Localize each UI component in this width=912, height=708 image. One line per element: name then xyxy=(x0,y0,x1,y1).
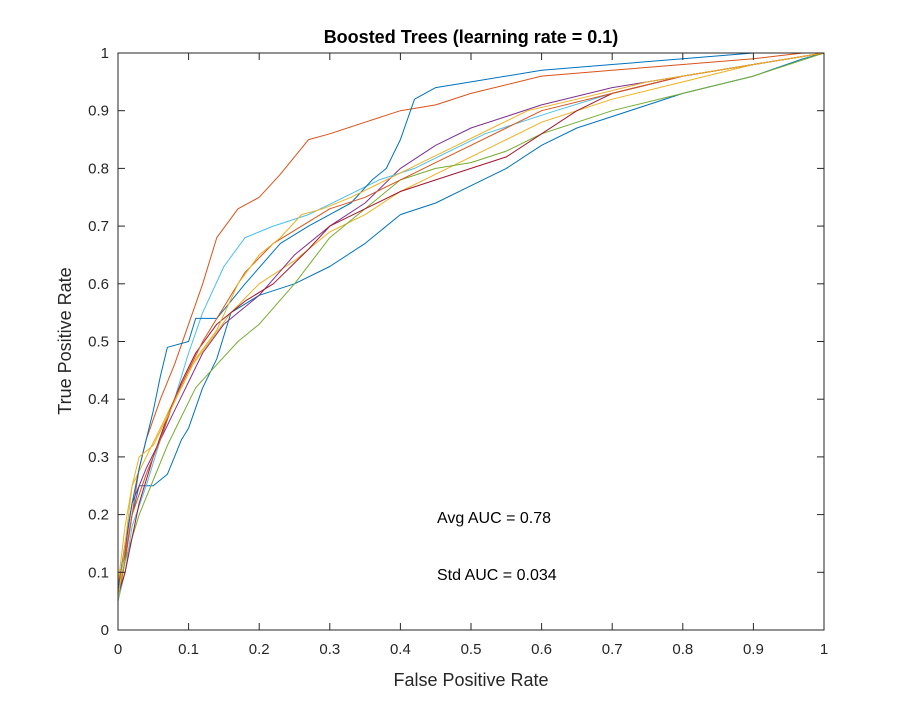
roc-curve-10 xyxy=(117,52,825,630)
roc-curve-3 xyxy=(117,52,825,630)
x-tick-label-6: 0.6 xyxy=(531,641,552,658)
x-tick-label-9: 0.9 xyxy=(743,641,764,658)
x-tick-label-10: 1 xyxy=(820,641,828,658)
roc-curve-6 xyxy=(117,52,825,630)
y-tick-label-10: 1 xyxy=(101,45,109,62)
y-tick-label-2: 0.2 xyxy=(88,507,109,524)
x-tick-label-5: 0.5 xyxy=(461,641,482,658)
y-tick-label-0: 0 xyxy=(101,622,109,639)
y-tick-label-8: 0.8 xyxy=(88,160,109,177)
roc-curve-7 xyxy=(117,52,825,630)
y-tick-label-7: 0.7 xyxy=(88,218,109,235)
y-tick-label-6: 0.6 xyxy=(88,276,109,293)
y-tick-label-3: 0.3 xyxy=(88,449,109,466)
x-tick-label-7: 0.7 xyxy=(602,641,623,658)
roc-curve-9 xyxy=(117,52,825,630)
x-tick-label-0: 0 xyxy=(114,641,122,658)
x-tick-label-4: 0.4 xyxy=(390,641,411,658)
x-tick-label-8: 0.8 xyxy=(672,641,693,658)
chart-title: Boosted Trees (learning rate = 0.1) xyxy=(324,27,619,47)
x-tick-label-1: 0.1 xyxy=(178,641,199,658)
roc-curve-5 xyxy=(117,52,825,630)
y-tick-label-9: 0.9 xyxy=(88,103,109,120)
x-axis-label: False Positive Rate xyxy=(393,670,548,690)
x-tick-label-3: 0.3 xyxy=(319,641,340,658)
series-layer xyxy=(117,52,825,630)
tick-layer: 0 0.1 0.2 0.3 0.4 0.5 0.6 0.7 0.8 0.9 1 0 0.1 0.2 0.3 0… xyxy=(88,45,828,658)
roc-curve-4 xyxy=(117,52,825,630)
x-tick-label-2: 0.2 xyxy=(249,641,270,658)
y-tick-label-5: 0.5 xyxy=(88,334,109,351)
std-auc-annotation: Std AUC = 0.034 xyxy=(437,567,557,584)
y-tick-label-4: 0.4 xyxy=(88,391,109,408)
avg-auc-annotation: Avg AUC = 0.78 xyxy=(437,510,551,527)
y-tick-label-1: 0.1 xyxy=(88,564,109,581)
y-axis-label: True Positive Rate xyxy=(55,267,75,414)
plot-area xyxy=(118,53,824,630)
